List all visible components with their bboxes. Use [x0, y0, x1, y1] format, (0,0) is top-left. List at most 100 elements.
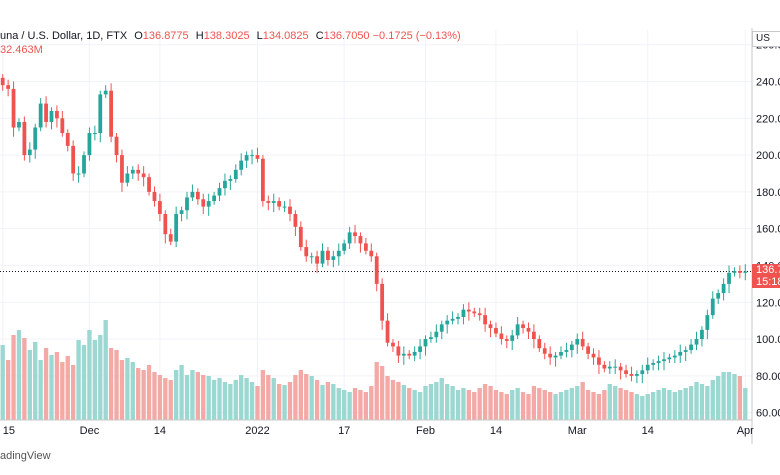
- volume-bar: [222, 382, 228, 420]
- open-value: 136.8775: [142, 30, 189, 42]
- volume-bar: [98, 335, 103, 420]
- volume-bar: [407, 388, 412, 420]
- candle-body: [315, 256, 319, 264]
- candle-body: [179, 210, 184, 214]
- tradingview-brand[interactable]: adingView: [0, 450, 51, 462]
- candle-body: [11, 88, 16, 128]
- volume-bar: [119, 360, 125, 420]
- volume-bar: [271, 378, 276, 420]
- candle-body: [60, 118, 65, 134]
- volume-bar: [613, 386, 618, 420]
- volume-bar: [737, 376, 743, 420]
- candle-body: [250, 155, 254, 157]
- candle-body: [0, 77, 5, 86]
- volume-bar: [184, 375, 190, 420]
- volume-bar: [260, 370, 266, 420]
- volume-bar: [526, 394, 531, 420]
- candle-body: [168, 234, 173, 242]
- currency-button[interactable]: US: [752, 31, 780, 47]
- volume-bar: [304, 374, 309, 420]
- candle-body: [206, 201, 211, 207]
- volume-bar: [173, 370, 179, 420]
- close-label: C: [315, 30, 324, 42]
- volume-bar: [217, 378, 222, 420]
- volume-bar: [369, 386, 374, 420]
- volume-bar: [656, 390, 661, 420]
- volume-bar: [434, 382, 439, 420]
- volume-bar: [114, 350, 119, 420]
- candle-body: [239, 160, 244, 170]
- candle-body: [597, 357, 601, 365]
- candle-body: [141, 173, 146, 178]
- volume-bar: [352, 388, 358, 420]
- volume-bar: [54, 352, 60, 420]
- candle-body: [22, 121, 27, 156]
- volume-bar: [618, 388, 623, 420]
- volume-bar: [336, 388, 341, 420]
- volume-bar: [71, 365, 76, 420]
- high-label: H: [195, 30, 204, 42]
- candle-body: [190, 191, 195, 198]
- candle-body: [618, 366, 623, 371]
- candle-body: [76, 173, 81, 175]
- volume-bar: [385, 376, 390, 420]
- volume-bar: [0, 345, 5, 420]
- candle-body: [282, 206, 287, 208]
- volume-bar: [547, 392, 553, 420]
- symbol-title[interactable]: una / U.S. Dollar, 1D, FTX: [0, 30, 128, 42]
- candle-body: [136, 169, 141, 174]
- change-value: −0.1725 (−0.13%): [372, 30, 461, 42]
- volume-bar: [103, 320, 108, 420]
- candle-body: [38, 103, 43, 128]
- candle-body: [483, 315, 488, 325]
- candle-body: [521, 324, 525, 329]
- candle-body: [380, 283, 385, 321]
- volume-bar: [249, 382, 255, 420]
- volume-bar: [558, 392, 564, 420]
- time-axis[interactable]: 15 Dec 14 2022 17 Feb 14 Mar 14 Apr: [3, 425, 754, 437]
- volume-legend: 32.463M: [0, 44, 43, 56]
- volume-bar: [152, 372, 157, 420]
- volume-bar: [347, 392, 352, 420]
- candle-body: [678, 351, 683, 356]
- volume-bar: [417, 392, 423, 420]
- candle-body: [586, 346, 590, 354]
- candle-body: [700, 329, 704, 340]
- candle-body: [358, 236, 363, 244]
- candle-body: [326, 250, 330, 260]
- volume-bar: [472, 392, 477, 420]
- price-tick-label: 200.0: [756, 150, 780, 162]
- candle-body: [65, 133, 70, 146]
- candle-body: [233, 169, 238, 180]
- candle-body: [683, 350, 688, 352]
- candle-body: [607, 366, 612, 369]
- candle-body: [244, 155, 249, 161]
- candle-body: [217, 188, 222, 196]
- low-value: 134.0825: [262, 30, 309, 42]
- volume-bar: [163, 378, 168, 420]
- candle-body: [347, 232, 352, 244]
- volume-bar: [580, 382, 585, 420]
- candle-body: [445, 320, 450, 325]
- price-tick-label: 80.00: [756, 371, 780, 383]
- volume-bar: [553, 394, 558, 420]
- candle-body: [689, 344, 693, 351]
- bar-countdown: 15:18: [752, 275, 780, 288]
- volume-bar: [672, 392, 677, 420]
- volume-bar: [455, 390, 461, 420]
- candle-body: [504, 339, 509, 341]
- volume-bar: [634, 394, 640, 420]
- candle-body: [667, 357, 672, 360]
- volume-bar: [146, 365, 152, 420]
- volume-bar: [585, 390, 591, 420]
- candle-body: [331, 256, 336, 260]
- candle-body: [575, 339, 580, 345]
- volume-bar: [390, 380, 396, 420]
- price-axis[interactable]: 260.0240.0220.0200.0180.0160.0140.0120.0…: [756, 40, 780, 420]
- volume-bar: [81, 345, 87, 420]
- volume-bar: [38, 360, 43, 420]
- volume-bar: [374, 362, 379, 420]
- volume-bar: [60, 362, 65, 420]
